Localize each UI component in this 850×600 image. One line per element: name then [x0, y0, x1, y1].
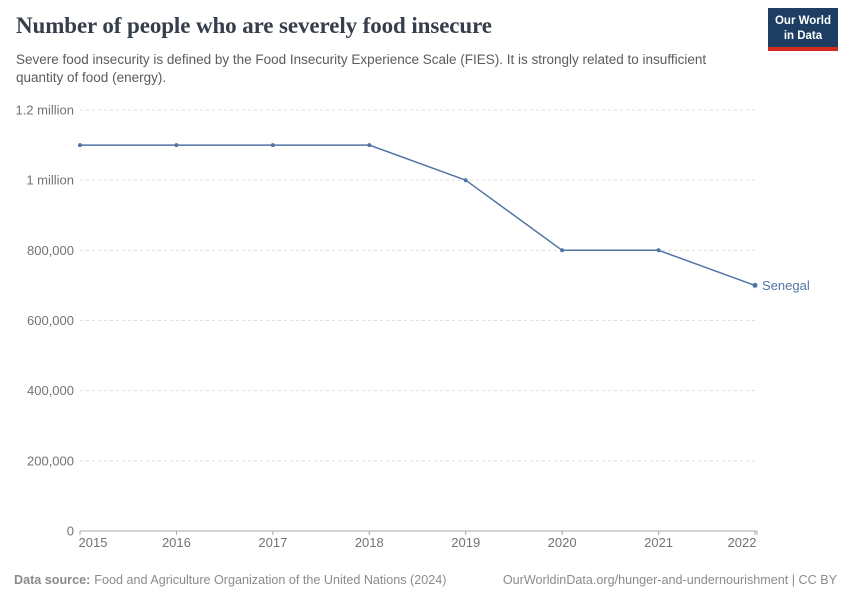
data-source: Data source: Food and Agriculture Organiz… — [14, 573, 446, 587]
x-tick-label: 2017 — [258, 535, 287, 550]
x-tick-label: 2015 — [79, 535, 108, 550]
data-point — [78, 143, 82, 148]
y-tick-label: 600,000 — [27, 313, 74, 328]
x-tick-label: 2018 — [355, 535, 384, 550]
y-tick-label: 800,000 — [27, 243, 74, 258]
data-point — [463, 178, 468, 183]
owid-logo-line1: Our World — [774, 15, 831, 27]
series-end-label: Senegal — [762, 278, 810, 293]
data-source-text: Food and Agriculture Organization of the… — [94, 573, 447, 587]
owid-logo-line2: in Data — [783, 29, 823, 42]
owid-logo[interactable]: Our World in Data — [767, 8, 838, 52]
data-point — [367, 143, 372, 148]
x-tick-label: 2019 — [451, 535, 480, 550]
x-tick-label: 2020 — [548, 535, 577, 550]
y-tick-label: 1.2 million — [15, 103, 74, 118]
chart-footer: Data source: Food and Agriculture Organiz… — [14, 573, 837, 587]
data-source-label: Data source: — [14, 573, 91, 587]
chart-subtitle: Severe food insecurity is defined by the… — [16, 52, 707, 85]
data-point — [270, 143, 275, 148]
x-tick-label: 2016 — [162, 535, 191, 550]
y-tick-label: 1 million — [26, 173, 74, 188]
x-tick-label: 2022 — [728, 535, 757, 550]
data-point — [656, 248, 661, 253]
y-tick-label: 200,000 — [27, 453, 74, 468]
data-point — [174, 143, 179, 148]
data-point — [752, 282, 758, 288]
data-point — [560, 248, 565, 253]
page-title: Number of people who are severely food i… — [16, 13, 492, 38]
footer-link[interactable]: OurWorldinData.org/hunger-and-undernouri… — [502, 573, 837, 587]
y-tick-label: 0 — [67, 524, 74, 539]
y-tick-label: 400,000 — [27, 383, 74, 398]
series-line-senegal — [79, 144, 756, 287]
x-tick-label: 2021 — [644, 535, 673, 550]
